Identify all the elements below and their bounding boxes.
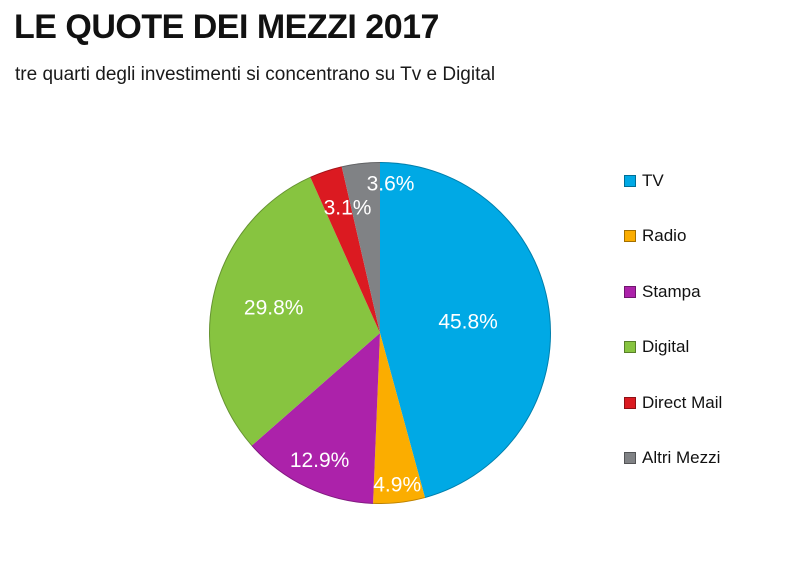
pie-slice-altri-mezzi [341,162,380,333]
pie-label-altri-mezzi: 3.6% [367,172,415,195]
pie-label-tv: 45.8% [438,311,498,334]
pie-label-radio: 4.9% [373,474,421,497]
pie-label-digital: 29.8% [244,296,304,319]
pie-slice-direct-mail [310,166,380,333]
pie-label-direct-mail: 3.1% [324,197,372,220]
pie-slice-radio [373,333,426,505]
page-title: LE QUOTE DEI MEZZI 2017 [14,8,439,46]
pie-slice-stampa [251,333,380,504]
pie-slice-tv [380,162,551,498]
pie-label-stampa: 12.9% [290,449,350,472]
page-subtitle: tre quarti degli investimenti si concent… [15,64,496,85]
pie-slice-digital [208,176,380,446]
pie-outline [209,162,551,504]
